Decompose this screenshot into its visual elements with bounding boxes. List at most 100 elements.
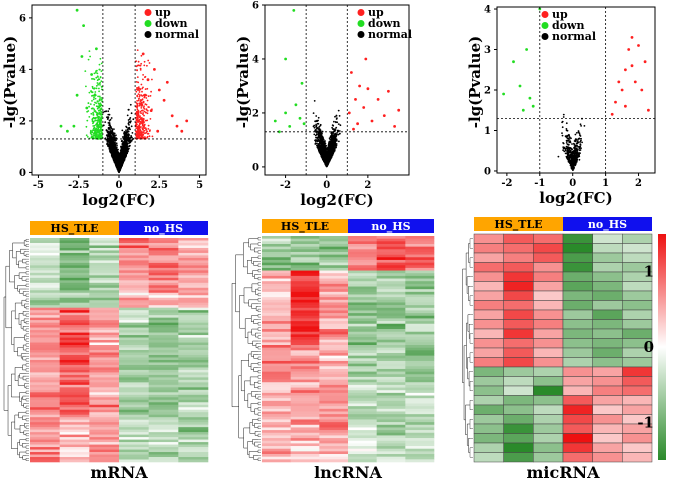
point-up — [143, 105, 145, 108]
point-down — [97, 106, 100, 109]
point-normal — [128, 145, 131, 148]
point-down — [95, 47, 98, 51]
point-up — [147, 95, 150, 98]
point-up — [364, 57, 368, 61]
point-down — [87, 102, 90, 104]
point-normal — [331, 134, 333, 136]
point-normal — [107, 145, 110, 148]
point-normal — [312, 112, 315, 114]
point-normal — [314, 139, 316, 142]
point-down — [284, 57, 287, 61]
point-normal — [324, 140, 326, 142]
point-down — [85, 125, 88, 128]
point-normal — [320, 140, 323, 143]
y-tick-label: 4 — [252, 54, 259, 65]
point-normal — [326, 156, 329, 159]
point-normal — [327, 151, 330, 154]
point-up — [144, 75, 147, 78]
point-up — [141, 137, 144, 140]
point-normal — [321, 152, 324, 155]
point-down — [97, 118, 100, 120]
point-down — [94, 97, 97, 100]
point-normal — [123, 143, 125, 146]
point-down — [94, 133, 97, 136]
point-up — [137, 99, 140, 102]
point-down — [90, 73, 93, 76]
point-normal — [126, 147, 129, 150]
point-normal — [116, 154, 119, 157]
point-up — [140, 104, 144, 107]
point-up — [136, 114, 139, 117]
point-normal — [109, 129, 111, 131]
point-up — [136, 100, 139, 102]
point-down — [100, 126, 103, 128]
point-up — [141, 120, 144, 122]
point-normal — [107, 140, 110, 142]
point-up — [382, 114, 386, 117]
point-down — [298, 116, 302, 120]
point-normal — [333, 120, 335, 123]
point-down — [96, 82, 99, 84]
point-normal — [122, 156, 125, 158]
point-down — [97, 83, 99, 86]
point-down — [88, 50, 91, 52]
point-normal — [316, 127, 319, 129]
point-normal — [336, 132, 338, 134]
point-up — [146, 87, 149, 90]
point-normal — [127, 119, 130, 121]
point-down — [94, 110, 97, 112]
point-up — [146, 136, 149, 139]
point-normal — [111, 130, 114, 133]
point-down — [294, 103, 298, 107]
point-down — [96, 121, 99, 123]
point-up — [143, 114, 145, 117]
point-down — [96, 72, 99, 75]
point-down — [92, 127, 95, 130]
point-up — [143, 64, 146, 67]
y-tick-label: 6 — [19, 13, 26, 24]
point-up — [146, 99, 149, 102]
point-down — [85, 134, 88, 137]
point-normal — [563, 147, 566, 150]
point-up — [138, 95, 141, 98]
point-up — [147, 59, 150, 62]
point-down — [91, 91, 94, 94]
point-normal — [118, 169, 120, 172]
point-normal — [112, 138, 115, 141]
point-normal — [117, 158, 120, 161]
point-normal — [579, 123, 582, 126]
point-down — [86, 136, 89, 138]
point-normal — [118, 161, 121, 164]
point-normal — [579, 144, 582, 146]
point-up — [136, 132, 139, 135]
point-down — [288, 125, 292, 128]
point-normal — [315, 123, 317, 126]
point-down — [92, 98, 95, 101]
point-normal — [118, 159, 121, 162]
point-up — [151, 135, 154, 138]
point-normal — [321, 142, 324, 145]
point-normal — [115, 134, 117, 137]
point-normal — [121, 136, 124, 138]
point-normal — [562, 116, 565, 118]
point-normal — [328, 157, 331, 160]
point-up — [140, 54, 143, 57]
point-down — [93, 108, 96, 111]
point-normal — [123, 147, 125, 149]
point-normal — [321, 132, 323, 135]
point-down — [101, 135, 103, 138]
x-axis-title: log2(FC) — [300, 191, 373, 209]
point-normal — [108, 122, 111, 124]
point-down — [93, 78, 96, 81]
point-down — [97, 115, 100, 118]
point-normal — [126, 114, 129, 117]
point-normal — [127, 133, 130, 135]
point-normal — [108, 148, 111, 150]
point-up — [147, 132, 150, 135]
point-normal — [115, 147, 118, 150]
point-normal — [323, 160, 326, 163]
point-down — [88, 116, 91, 118]
point-normal — [111, 136, 113, 139]
point-up — [136, 69, 138, 71]
